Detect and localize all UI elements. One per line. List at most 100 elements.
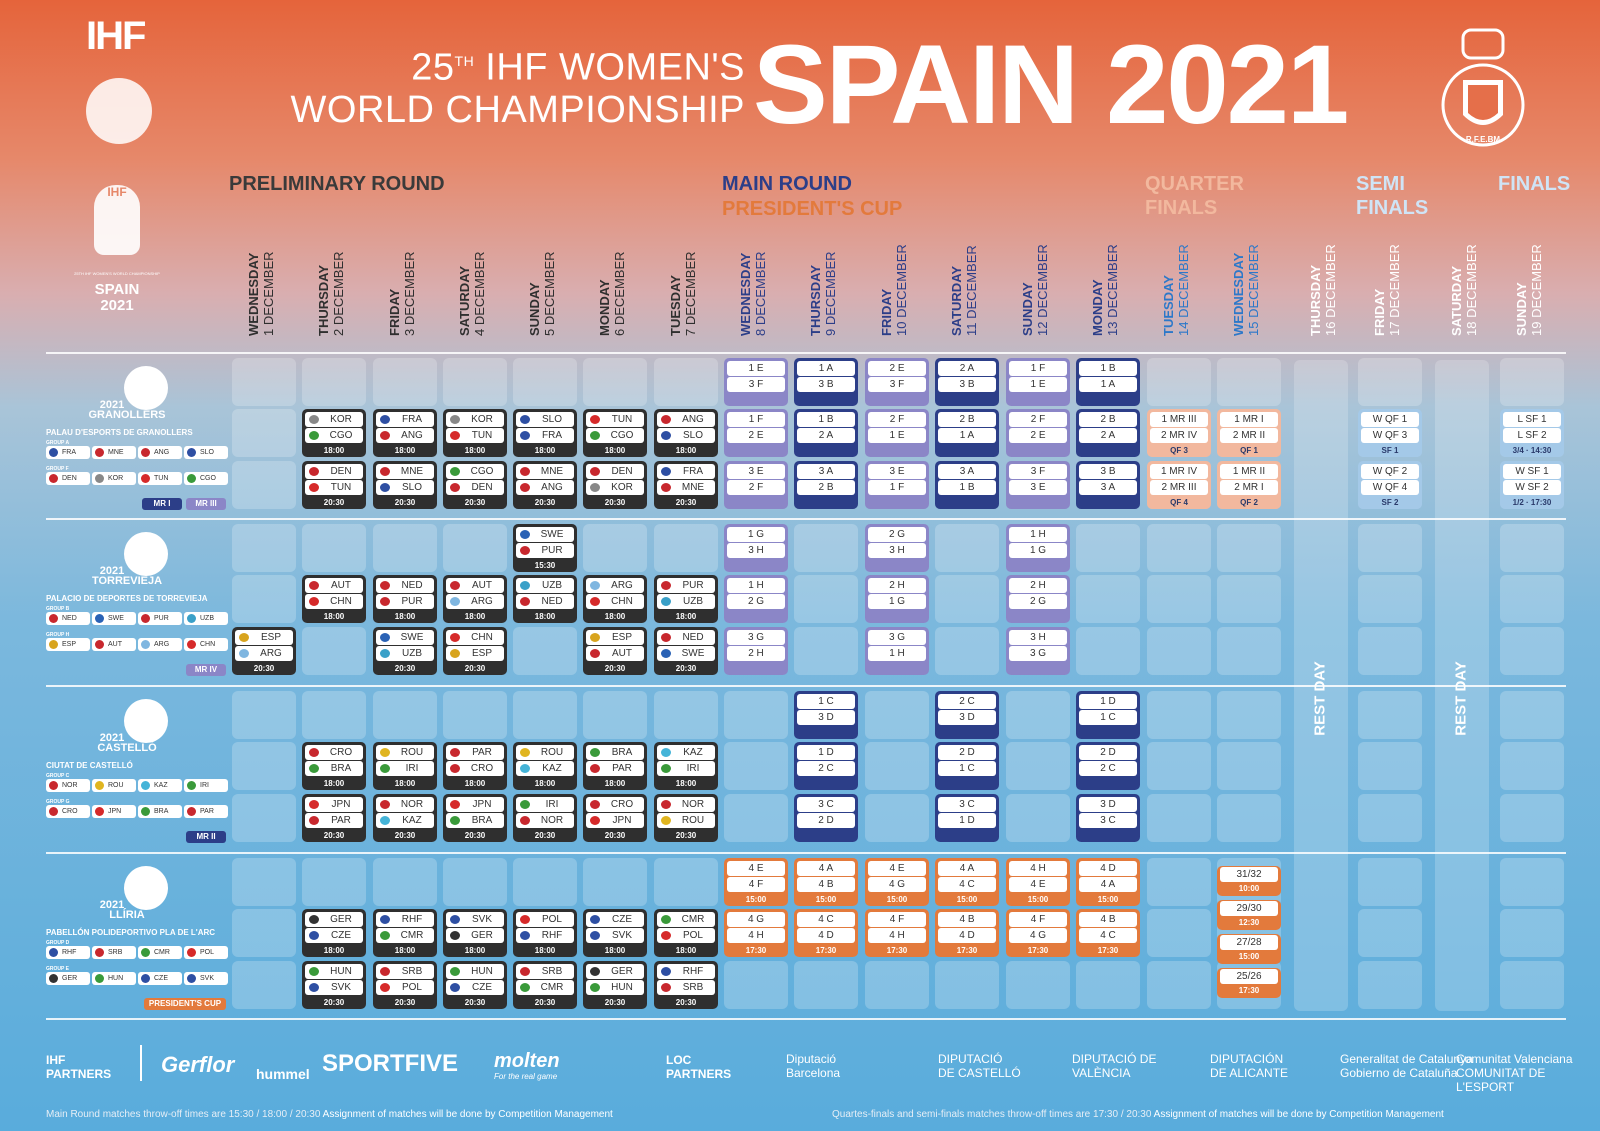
match-card[interactable]: TUN CGO 18:00 [583,409,647,457]
match-card[interactable]: POL RHF 18:00 [513,909,577,957]
match-card[interactable]: CHN ESP 20:30 [443,627,507,675]
match-card[interactable]: HUN SVK 20:30 [302,961,366,1009]
match-card[interactable]: GER HUN 20:30 [583,961,647,1009]
match-card[interactable]: FRA ANG 18:00 [373,409,437,457]
match-card[interactable]: AUT ARG 18:00 [443,575,507,623]
match-card[interactable]: NOR KAZ 20:30 [373,794,437,842]
placement-card[interactable]: 27/28 15:00 [1217,934,1281,964]
match-card[interactable]: HUN CZE 20:30 [443,961,507,1009]
placement-card[interactable]: 29/30 12:30 [1217,900,1281,930]
match-card[interactable]: 1 MR I 2 MR II QF 1 [1217,409,1281,457]
match-card[interactable]: PAR CRO 18:00 [443,742,507,790]
match-card[interactable]: ARG CHN 18:00 [583,575,647,623]
match-card[interactable]: PUR UZB 18:00 [654,575,718,623]
match-card[interactable]: RHF SRB 20:30 [654,961,718,1009]
match-card[interactable]: ESP AUT 20:30 [583,627,647,675]
match-card[interactable]: IRI NOR 20:30 [513,794,577,842]
match-card[interactable]: W QF 1 W QF 3 SF 1 [1358,409,1422,457]
match-card[interactable]: CRO JPN 20:30 [583,794,647,842]
match-card[interactable]: NED SWE 20:30 [654,627,718,675]
match-card[interactable]: SRB POL 20:30 [373,961,437,1009]
match-card[interactable]: RHF CMR 18:00 [373,909,437,957]
match-card[interactable]: 1 MR IV 2 MR III QF 4 [1147,461,1211,509]
match-card[interactable]: BRA PAR 18:00 [583,742,647,790]
match-card[interactable]: ROU IRI 18:00 [373,742,437,790]
match-card[interactable]: DEN TUN 20:30 [302,461,366,509]
placement-card[interactable]: 25/26 17:30 [1217,968,1281,998]
match-card[interactable]: KAZ IRI 18:00 [654,742,718,790]
match-card[interactable]: NOR ROU 20:30 [654,794,718,842]
match-card[interactable]: W SF 1 W SF 2 1/2 · 17:30 [1500,461,1564,509]
match-card[interactable]: L SF 1 L SF 2 3/4 · 14:30 [1500,409,1564,457]
match-card[interactable]: ANG SLO 18:00 [654,409,718,457]
match-card[interactable]: SWE UZB 20:30 [373,627,437,675]
match-card[interactable]: JPN BRA 20:30 [443,794,507,842]
match-card[interactable]: DEN KOR 20:30 [583,461,647,509]
match-card[interactable]: W QF 2 W QF 4 SF 2 [1358,461,1422,509]
match-card[interactable]: 1 MR II 2 MR I QF 2 [1217,461,1281,509]
match-card[interactable]: CMR POL 18:00 [654,909,718,957]
placement-card[interactable]: 31/32 10:00 [1217,866,1281,896]
match-card[interactable]: KOR TUN 18:00 [443,409,507,457]
match-card[interactable]: NED PUR 18:00 [373,575,437,623]
match-card[interactable]: SWE PUR 15:30 [513,524,577,572]
match-card[interactable]: MNE SLO 20:30 [373,461,437,509]
match-card[interactable]: AUT CHN 18:00 [302,575,366,623]
match-card[interactable]: GER CZE 18:00 [302,909,366,957]
match-card[interactable]: UZB NED 18:00 [513,575,577,623]
match-card[interactable]: JPN PAR 20:30 [302,794,366,842]
match-card[interactable]: SVK GER 18:00 [443,909,507,957]
match-card[interactable]: FRA MNE 20:30 [654,461,718,509]
match-card[interactable]: MNE ANG 20:30 [513,461,577,509]
match-card[interactable]: ROU KAZ 18:00 [513,742,577,790]
match-card[interactable]: CZE SVK 18:00 [583,909,647,957]
match-card[interactable]: SRB CMR 20:30 [513,961,577,1009]
match-card[interactable]: CGO DEN 20:30 [443,461,507,509]
match-card[interactable]: KOR CGO 18:00 [302,409,366,457]
